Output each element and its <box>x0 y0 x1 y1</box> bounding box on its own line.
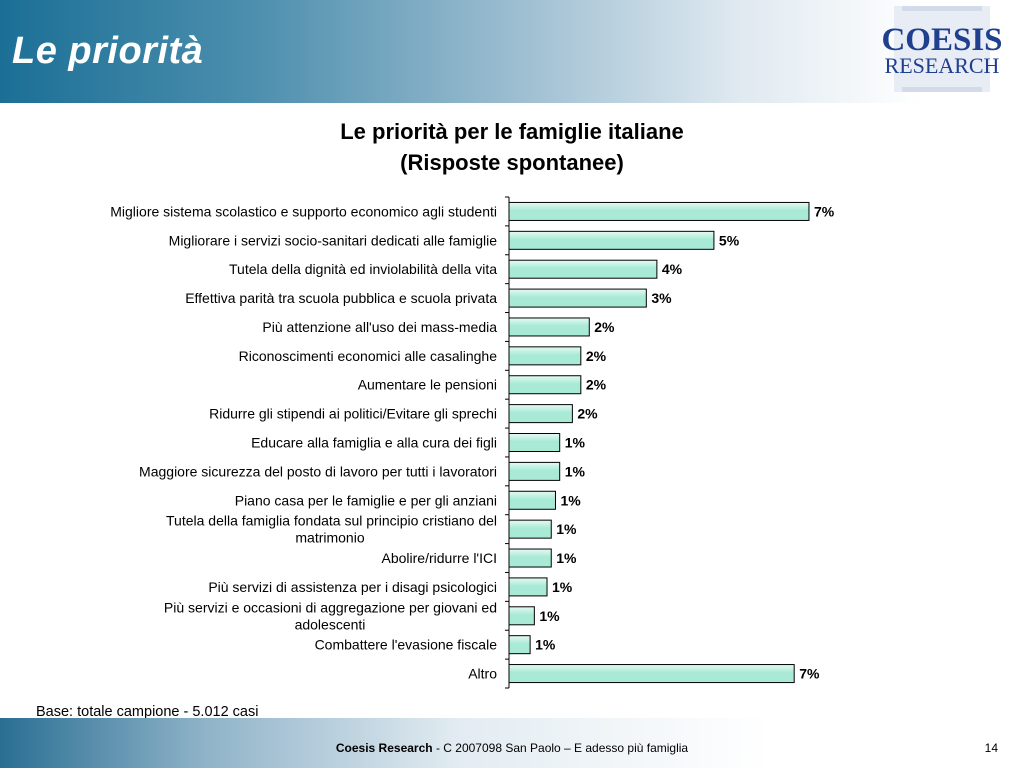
category-label: Effettiva parità tra scuola pubblica e s… <box>185 290 497 306</box>
chart-title: Le priorità per le famiglie italiane (Ri… <box>212 116 812 178</box>
data-label: 1% <box>552 579 573 595</box>
bar <box>508 548 552 568</box>
footer-caption: - C 2007098 San Paolo – E adesso più fam… <box>432 741 689 755</box>
footer-text: Coesis Research - C 2007098 San Paolo – … <box>0 741 1024 755</box>
footer-band <box>0 718 1024 768</box>
bar <box>508 404 573 424</box>
data-label: 2% <box>594 319 615 335</box>
category-label: matrimonio <box>295 530 364 546</box>
data-label: 2% <box>586 348 607 364</box>
footer-brand: Coesis Research <box>335 741 433 755</box>
data-label: 1% <box>556 521 577 537</box>
data-label: 5% <box>719 232 740 248</box>
coesis-research-logo: COESIS RESEARCH <box>881 6 1003 92</box>
category-label: Abolire/ridurre l'ICI <box>382 550 498 566</box>
bar <box>508 606 535 626</box>
bar <box>508 317 590 337</box>
chart-title-line-1: Le priorità per le famiglie italiane <box>340 119 684 144</box>
data-label: 3% <box>651 290 672 306</box>
category-label: Altro <box>468 666 497 682</box>
data-label: 1% <box>560 492 581 508</box>
category-label: Più servizi e occasioni di aggregazione … <box>164 599 497 615</box>
logo-text-line2: RESEARCH <box>885 53 1000 78</box>
chart-title-line-2: (Risposte spontanee) <box>400 150 624 175</box>
data-label: 2% <box>577 406 598 422</box>
bar <box>508 519 552 539</box>
bar <box>508 346 582 366</box>
bar <box>508 259 658 279</box>
data-label: 1% <box>565 463 586 479</box>
category-label: Combattere l'evasione fiscale <box>315 637 498 653</box>
category-label: Migliorare i servizi socio-sanitari dedi… <box>169 232 498 248</box>
bar <box>508 288 647 308</box>
logo-text-line1: COESIS <box>881 22 1002 58</box>
bar <box>508 490 556 510</box>
bar <box>508 461 561 481</box>
data-label: 1% <box>565 435 586 451</box>
bar <box>508 375 582 395</box>
category-label: Più servizi di assistenza per i disagi p… <box>208 579 497 595</box>
category-label: Maggiore sicurezza del posto di lavoro p… <box>139 463 497 479</box>
data-label: 2% <box>586 377 607 393</box>
bar <box>508 230 715 250</box>
data-label: 1% <box>539 608 560 624</box>
category-label: Tutela della famiglia fondata sul princi… <box>166 513 497 529</box>
bar <box>508 635 531 655</box>
bar <box>508 433 561 452</box>
data-label: 7% <box>799 666 820 682</box>
category-label: Educare alla famiglia e alla cura dei fi… <box>251 435 497 451</box>
page-number: 14 <box>984 741 998 755</box>
bar <box>508 664 795 684</box>
data-label: 1% <box>556 550 577 566</box>
bar <box>508 577 548 597</box>
category-label: Aumentare le pensioni <box>358 377 497 393</box>
data-label: 4% <box>662 261 683 277</box>
base-note: Base: totale campione - 5.012 casi <box>36 704 259 720</box>
category-label: Tutela della dignità ed inviolabilità de… <box>229 261 497 277</box>
data-label: 1% <box>535 637 556 653</box>
bar <box>508 201 810 221</box>
category-label: Ridurre gli stipendi ai politici/Evitare… <box>209 406 497 422</box>
slide-title: Le priorità <box>12 30 204 72</box>
data-label: 7% <box>814 203 835 219</box>
bar-chart: 7% Migliore sistema scolastico e supporto… <box>110 196 835 689</box>
category-label: Più attenzione all'uso dei mass-media <box>262 319 497 335</box>
category-label: Migliore sistema scolastico e supporto e… <box>110 203 497 219</box>
category-label: Piano casa per le famiglie e per gli anz… <box>235 492 497 508</box>
header-band <box>0 0 1024 103</box>
category-label: adolescenti <box>295 616 366 632</box>
category-label: Riconoscimenti economici alle casalinghe <box>239 348 498 364</box>
